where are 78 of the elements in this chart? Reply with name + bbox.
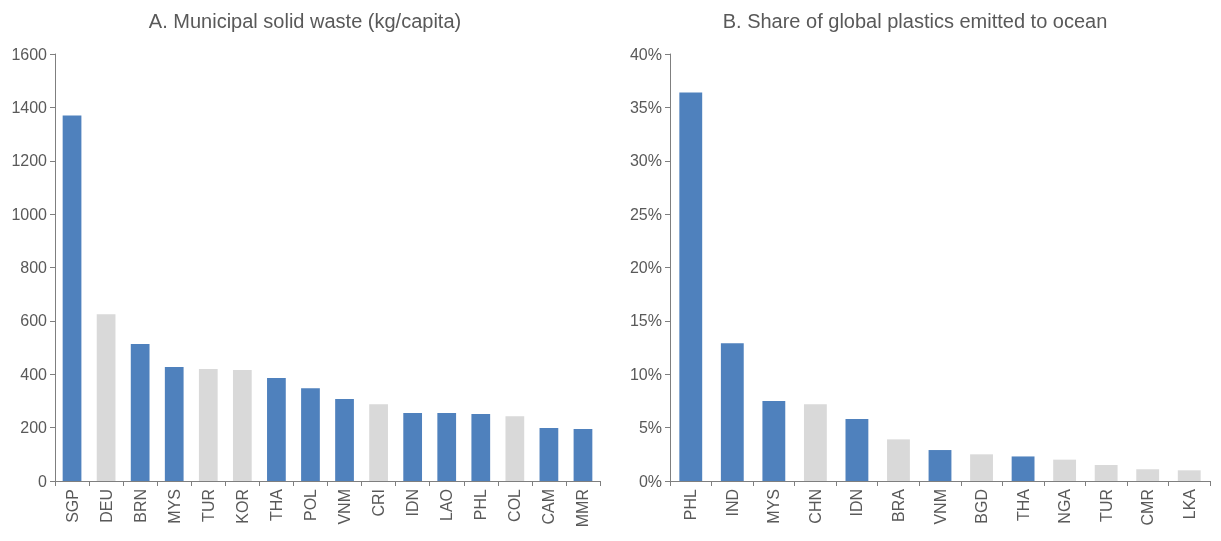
bar bbox=[762, 400, 786, 481]
bar bbox=[720, 343, 744, 481]
x-tick-label: BGD bbox=[973, 489, 991, 524]
bar bbox=[198, 368, 218, 481]
x-tick-label: IND bbox=[723, 489, 741, 517]
bar bbox=[970, 454, 993, 481]
x-tick-label: MMR bbox=[574, 489, 592, 528]
x-tick-label: CRI bbox=[370, 489, 388, 517]
bar bbox=[803, 404, 827, 481]
bar bbox=[1011, 456, 1035, 481]
x-tick-label: CHN bbox=[806, 489, 824, 524]
bar bbox=[573, 428, 593, 481]
chart-title: B. Share of global plastics emitted to ocean bbox=[722, 10, 1108, 32]
y-tick-label: 15% bbox=[629, 312, 662, 330]
x-tick-label: LAO bbox=[438, 489, 456, 522]
x-tick-label: SGP bbox=[63, 489, 81, 523]
y-tick-label: 800 bbox=[20, 259, 48, 276]
bar bbox=[267, 377, 286, 481]
y-tick-label: 40% bbox=[629, 45, 662, 63]
x-tick-label: CAM bbox=[540, 489, 558, 525]
y-tick-label: 25% bbox=[629, 205, 662, 223]
x-tick-label: VNM bbox=[931, 489, 949, 525]
bar bbox=[679, 92, 703, 481]
bar bbox=[403, 412, 423, 481]
y-tick-label: 1200 bbox=[11, 152, 48, 170]
x-tick-label: DEU bbox=[97, 489, 115, 523]
x-tick-label: PHL bbox=[682, 488, 700, 521]
x-tick-label: KOR bbox=[233, 489, 251, 524]
bar bbox=[505, 416, 525, 481]
bar bbox=[471, 414, 491, 481]
y-tick-label: 400 bbox=[20, 365, 48, 383]
chart-title: A. Municipal solid waste (kg/capita) bbox=[148, 10, 462, 32]
bar bbox=[96, 314, 116, 481]
bar bbox=[232, 369, 252, 481]
bar bbox=[928, 450, 952, 481]
bar bbox=[301, 388, 320, 481]
x-tick-label: MYS bbox=[165, 489, 183, 524]
y-tick-label: 1600 bbox=[11, 45, 48, 63]
y-tick-label: 0% bbox=[638, 472, 662, 490]
x-tick-label: IDN bbox=[848, 489, 866, 517]
x-tick-label: NGA bbox=[1056, 488, 1074, 524]
y-tick-label: 5% bbox=[638, 419, 662, 437]
y-tick-label: 35% bbox=[629, 98, 662, 116]
bar bbox=[1094, 464, 1118, 481]
x-tick-label: BRN bbox=[131, 489, 149, 523]
y-tick-label: 1400 bbox=[11, 98, 48, 116]
bar bbox=[1177, 470, 1201, 481]
x-tick-label: POL bbox=[301, 488, 319, 522]
x-tick-label: IDN bbox=[404, 489, 422, 517]
y-tick-label: 1000 bbox=[11, 205, 48, 223]
x-tick-label: TUR bbox=[1097, 489, 1115, 522]
y-tick-label: 0 bbox=[38, 472, 48, 490]
y-tick-label: 30% bbox=[629, 152, 662, 170]
x-tick-label: LKA bbox=[1180, 488, 1198, 520]
y-tick-label: 20% bbox=[629, 259, 662, 276]
x-tick-label: COL bbox=[506, 488, 524, 522]
bar bbox=[369, 404, 388, 481]
bar bbox=[130, 344, 150, 481]
x-tick-label: CMR bbox=[1139, 489, 1157, 526]
bar bbox=[335, 399, 354, 481]
bar bbox=[1136, 469, 1160, 481]
x-tick-label: THA bbox=[1014, 488, 1032, 521]
y-tick-label: 200 bbox=[20, 419, 48, 437]
x-tick-label: TUR bbox=[199, 489, 217, 522]
bar bbox=[437, 412, 457, 481]
x-tick-label: PHL bbox=[472, 488, 490, 521]
bar bbox=[845, 419, 869, 481]
bar bbox=[1053, 459, 1077, 481]
x-tick-label: THA bbox=[267, 488, 285, 521]
bar bbox=[62, 115, 82, 481]
x-tick-label: VNM bbox=[336, 489, 354, 525]
bar bbox=[164, 367, 184, 481]
bar bbox=[539, 427, 559, 481]
y-tick-label: 10% bbox=[629, 365, 662, 383]
y-tick-label: 600 bbox=[20, 312, 48, 330]
bar bbox=[887, 439, 910, 481]
x-tick-label: BRA bbox=[889, 488, 907, 522]
x-tick-label: MYS bbox=[765, 489, 783, 524]
